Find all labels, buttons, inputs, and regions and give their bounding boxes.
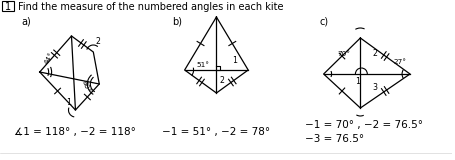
FancyBboxPatch shape <box>2 1 14 11</box>
Text: 2: 2 <box>219 76 224 85</box>
Text: c): c) <box>320 16 329 26</box>
Text: Find the measure of the numbered angles in each kite: Find the measure of the numbered angles … <box>18 2 283 12</box>
Text: b): b) <box>172 16 182 26</box>
Text: 70°: 70° <box>338 51 350 57</box>
Text: 3: 3 <box>372 83 377 92</box>
Text: −1 = 70° , −2 = 76.5°: −1 = 70° , −2 = 76.5° <box>305 120 423 130</box>
Text: 2: 2 <box>95 37 100 46</box>
Text: 51°: 51° <box>197 62 210 68</box>
Text: a): a) <box>22 16 31 26</box>
Text: 2: 2 <box>372 49 377 58</box>
Text: 1: 1 <box>5 2 11 12</box>
Text: 1: 1 <box>355 77 360 86</box>
Text: −1 = 51° , −2 = 78°: −1 = 51° , −2 = 78° <box>162 127 270 137</box>
Text: 1: 1 <box>233 56 238 65</box>
Text: 27°: 27° <box>393 59 406 65</box>
Text: 44°: 44° <box>44 51 56 65</box>
Text: 80°: 80° <box>81 79 91 93</box>
Text: 1: 1 <box>66 98 71 107</box>
Text: −3 = 76.5°: −3 = 76.5° <box>305 134 364 144</box>
Text: ∡1 = 118° , −2 = 118°: ∡1 = 118° , −2 = 118° <box>14 127 136 137</box>
